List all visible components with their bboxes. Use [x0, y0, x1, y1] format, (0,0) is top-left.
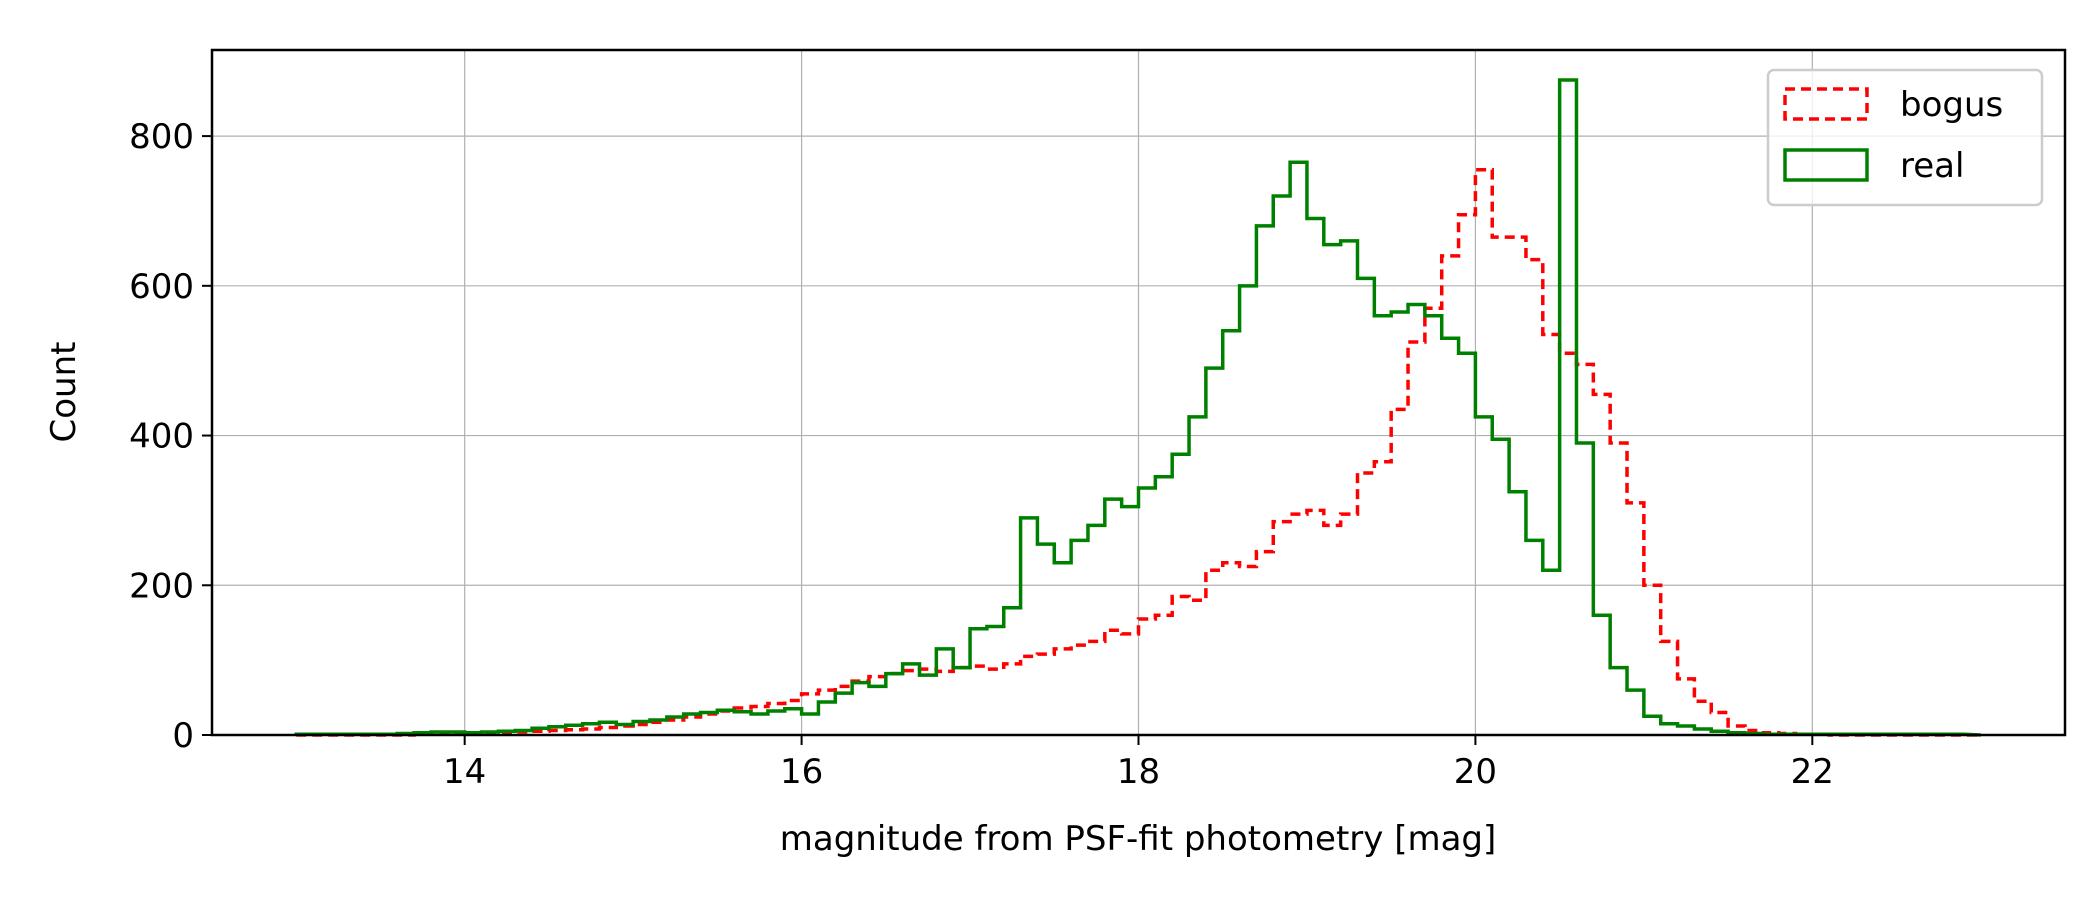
series-layer — [294, 78, 1981, 737]
x-tick-label: 16 — [780, 752, 823, 792]
legend-box — [1766, 68, 2044, 207]
legend-swatch-real — [1783, 148, 1869, 182]
y-tick-label: 400 — [129, 417, 194, 457]
series-real-line — [294, 78, 1981, 737]
y-tick-label: 200 — [129, 566, 194, 606]
x-tick-label: 20 — [1454, 752, 1497, 792]
y-axis-title: Count — [44, 342, 84, 443]
y-tick-label: 600 — [129, 267, 194, 307]
legend-label-bogus: bogus — [1900, 85, 2003, 125]
legend-label-real: real — [1900, 146, 1964, 186]
x-axis-title: magnitude from PSF-fit photometry [mag] — [780, 819, 1497, 859]
x-tick-label: 18 — [1117, 752, 1160, 792]
x-tick-label: 14 — [443, 752, 486, 792]
legend: bogus real — [1766, 68, 2044, 207]
x-tick-label: 22 — [1791, 752, 1834, 792]
legend-swatch-bogus — [1783, 87, 1869, 121]
y-tick-label: 800 — [129, 117, 194, 157]
axis-ticks: 14 16 18 20 22 0 200 400 600 800 — [129, 117, 1834, 792]
y-tick-label: 0 — [172, 716, 194, 756]
